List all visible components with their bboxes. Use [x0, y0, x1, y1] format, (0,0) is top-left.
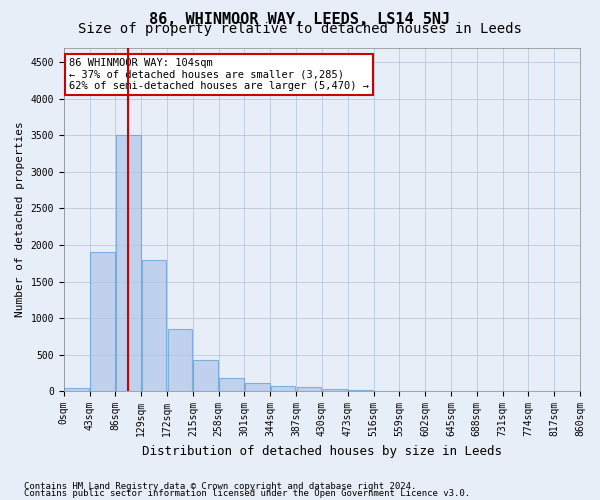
- Bar: [349, 390, 373, 391]
- Bar: [323, 388, 347, 391]
- Text: 86 WHINMOOR WAY: 104sqm
← 37% of detached houses are smaller (3,285)
62% of semi: 86 WHINMOOR WAY: 104sqm ← 37% of detache…: [69, 58, 369, 91]
- X-axis label: Distribution of detached houses by size in Leeds: Distribution of detached houses by size …: [142, 444, 502, 458]
- Bar: [116, 136, 140, 391]
- Bar: [193, 360, 218, 391]
- Bar: [167, 329, 192, 391]
- Bar: [271, 386, 295, 391]
- Bar: [297, 387, 321, 391]
- Text: Contains public sector information licensed under the Open Government Licence v3: Contains public sector information licen…: [24, 489, 470, 498]
- Text: Contains HM Land Registry data © Crown copyright and database right 2024.: Contains HM Land Registry data © Crown c…: [24, 482, 416, 491]
- Text: 86, WHINMOOR WAY, LEEDS, LS14 5NJ: 86, WHINMOOR WAY, LEEDS, LS14 5NJ: [149, 12, 451, 26]
- Bar: [64, 388, 89, 391]
- Bar: [142, 260, 166, 391]
- Bar: [219, 378, 244, 391]
- Bar: [245, 383, 269, 391]
- Bar: [90, 252, 115, 391]
- Y-axis label: Number of detached properties: Number of detached properties: [15, 122, 25, 317]
- Text: Size of property relative to detached houses in Leeds: Size of property relative to detached ho…: [78, 22, 522, 36]
